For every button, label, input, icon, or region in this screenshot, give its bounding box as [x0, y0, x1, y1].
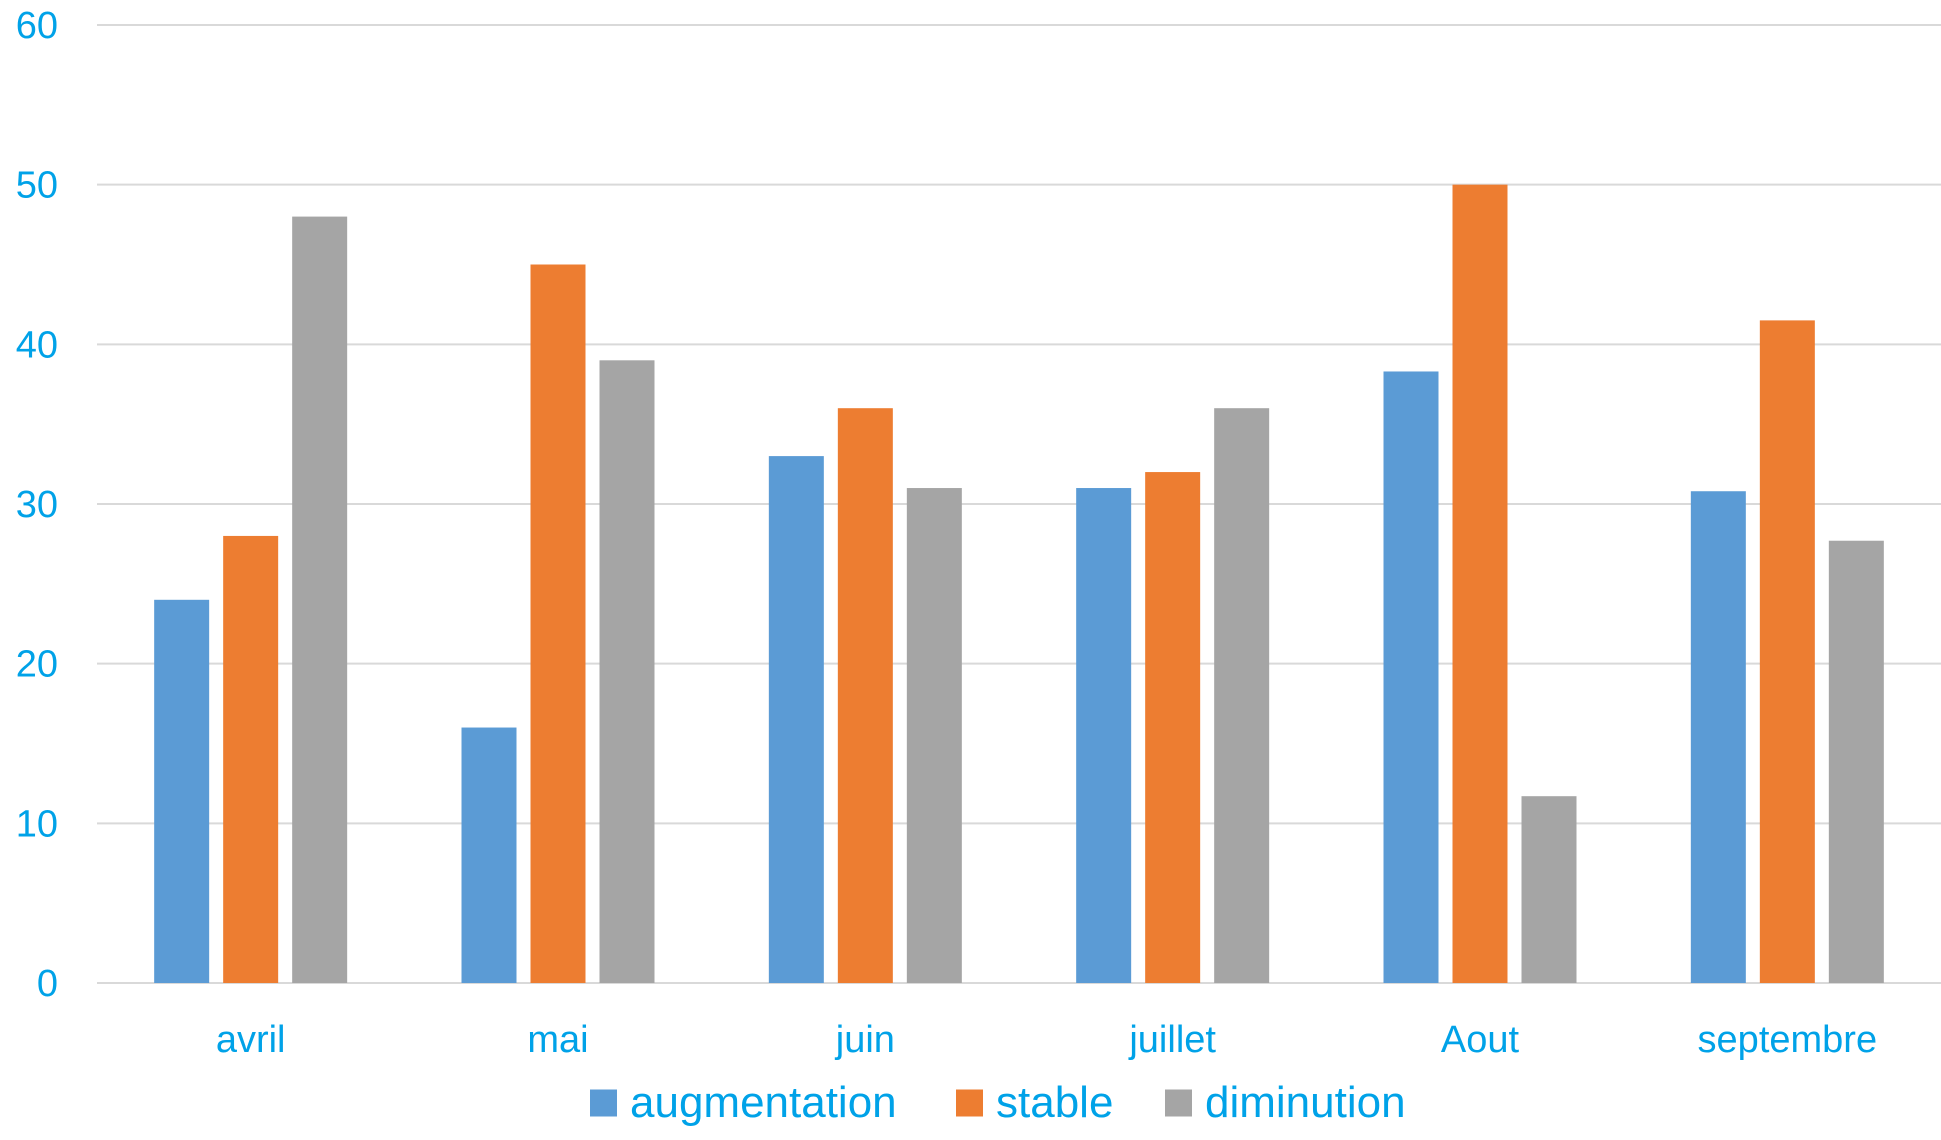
bar-diminution-juillet [1214, 408, 1270, 983]
legend-label-augmentation: augmentation [630, 1078, 897, 1127]
bar-augmentation-Aout [1383, 371, 1439, 983]
bar-stable-Aout [1452, 184, 1508, 983]
y-tick-label: 0 [37, 963, 58, 1005]
gridlines [97, 24, 1941, 984]
legend-swatch-stable [956, 1089, 983, 1117]
x-tick-label: Aout [1441, 1019, 1520, 1061]
y-axis: 0 10 20 30 40 50 60 [16, 5, 58, 1005]
bar-augmentation-septembre [1690, 491, 1746, 983]
x-tick-label: avril [216, 1019, 286, 1061]
x-tick-label: mai [527, 1019, 588, 1061]
bar-diminution-septembre [1828, 540, 1884, 983]
bar-stable-juillet [1145, 472, 1201, 983]
y-tick-label: 40 [16, 324, 58, 366]
y-tick-label: 20 [16, 644, 58, 686]
legend-label-stable: stable [996, 1078, 1113, 1127]
legend-swatch-diminution [1165, 1089, 1192, 1117]
bars [154, 184, 1884, 984]
y-tick-label: 10 [16, 803, 58, 845]
bar-augmentation-avril [154, 599, 210, 983]
x-axis: avril mai juin juillet Aout septembre [216, 1019, 1877, 1061]
x-tick-label: juillet [1128, 1019, 1216, 1061]
bar-augmentation-mai [461, 727, 517, 983]
y-tick-label: 50 [16, 165, 58, 207]
bar-augmentation-juillet [1076, 488, 1132, 983]
bar-diminution-avril [292, 216, 348, 984]
bar-augmentation-juin [768, 456, 824, 984]
legend-label-diminution: diminution [1205, 1078, 1406, 1127]
legend: augmentation stable diminution [590, 1078, 1406, 1127]
bar-diminution-mai [599, 360, 655, 983]
y-tick-label: 30 [16, 484, 58, 526]
x-tick-label: juin [835, 1019, 895, 1061]
bar-diminution-Aout [1521, 796, 1577, 983]
y-tick-label: 60 [16, 5, 58, 47]
bar-stable-juin [837, 408, 893, 983]
bar-stable-mai [530, 264, 586, 983]
bar-stable-septembre [1759, 320, 1815, 984]
bar-stable-avril [223, 535, 279, 983]
bar-diminution-juin [906, 488, 962, 983]
legend-swatch-augmentation [590, 1089, 617, 1117]
x-tick-label: septembre [1698, 1019, 1878, 1061]
